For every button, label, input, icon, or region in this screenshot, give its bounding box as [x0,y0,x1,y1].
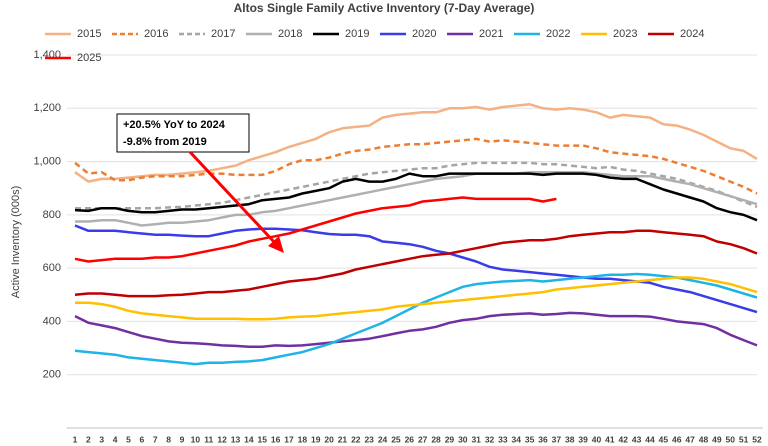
x-tick-label: 8 [166,434,171,444]
x-tick-label: 35 [525,434,535,444]
x-tick-label: 38 [565,434,575,444]
legend-label: 2017 [211,28,235,40]
x-tick-label: 9 [180,434,185,444]
series-line [75,276,758,321]
y-tick-label: 200 [43,369,61,381]
y-axis-label: Active Inventory (000s) [10,186,22,299]
x-tick-label: 22 [351,434,361,444]
x-tick-label: 28 [431,434,441,444]
annotation-text: +20.5% YoY to 2024 [123,119,226,131]
x-tick-label: 5 [126,434,131,444]
x-tick-label: 24 [378,434,388,444]
legend-label: 2021 [479,28,503,40]
x-tick-label: 52 [752,434,762,444]
y-tick-label: 400 [43,315,61,327]
x-tick-label: 48 [699,434,709,444]
x-tick-label: 42 [619,434,629,444]
x-tick-label: 14 [244,434,254,444]
x-tick-label: 33 [498,434,508,444]
annotation-arrow [188,150,278,246]
x-tick-label: 50 [726,434,736,444]
x-tick-label: 44 [645,434,655,444]
legend-label: 2020 [412,28,436,40]
x-tick-label: 2 [86,434,91,444]
x-tick-label: 37 [552,434,562,444]
x-tick-label: 23 [364,434,374,444]
x-tick-label: 20 [324,434,334,444]
series-line [75,170,758,227]
y-tick-label: 800 [43,209,61,221]
x-tick-label: 31 [471,434,481,444]
legend-label: 2018 [278,28,302,40]
x-tick-label: 47 [685,434,695,444]
annotation-text: -9.8% from 2019 [123,136,207,148]
x-tick-label: 43 [632,434,642,444]
y-tick-label: 600 [43,262,61,274]
x-tick-label: 32 [485,434,495,444]
x-tick-label: 1 [73,434,78,444]
x-tick-label: 51 [739,434,749,444]
x-tick-label: 26 [405,434,415,444]
x-tick-label: 6 [139,434,144,444]
series-line [74,103,758,183]
series-line [74,272,758,366]
lines [74,103,758,366]
y-tick-label: 1,000 [33,155,61,167]
legend-label: 2019 [345,28,369,40]
series-line [74,172,758,222]
x-tick-label: 30 [458,434,468,444]
series-line [75,161,758,210]
legend-label: 2016 [144,28,168,40]
legend-label: 2015 [77,28,101,40]
y-tick-label: 1,200 [33,102,61,114]
series-line [74,137,758,195]
x-tick-label: 4 [113,434,118,444]
legend-label: 2022 [546,28,570,40]
x-tick-label: 18 [298,434,308,444]
x-tick-label: 41 [605,434,615,444]
annotation-box [116,113,250,153]
series-line [74,196,557,263]
x-tick-label: 27 [418,434,428,444]
x-tick-label: 17 [284,434,294,444]
x-tick-label: 36 [538,434,548,444]
x-tick-label: 15 [257,434,267,444]
legend: 2015 2016 2017 2018 2019 2020 2021 2022 2023 2024… [45,28,704,64]
x-tick-label: 45 [659,434,669,444]
series-line [74,311,758,348]
x-tick-label: 21 [338,434,348,444]
x-tick-label: 3 [99,434,104,444]
x-tick-label: 46 [672,434,682,444]
x-tick-label: 11 [204,434,213,444]
x-tick-label: 13 [231,434,241,444]
x-tick-label: 40 [592,434,602,444]
legend-label: 2025 [77,52,101,64]
x-tick-label: 25 [391,434,401,444]
series-line [74,224,758,314]
x-tick-label: 7 [153,434,158,444]
x-tick-label: 34 [512,434,522,444]
x-tick-label: 12 [217,434,227,444]
annotation: +20.5% YoY to 2024 -9.8% from 2019 [116,113,284,253]
x-tick-label: 10 [191,434,201,444]
x-tick-label: 16 [271,434,281,444]
legend-label: 2023 [613,28,637,40]
x-tick-label: 39 [578,434,588,444]
chart-title: Altos Single Family Active Inventory (7-… [234,1,535,15]
x-tick-label: 29 [445,434,455,444]
x-tick-label: 19 [311,434,321,444]
legend-label: 2024 [680,28,704,40]
arrow-head [268,236,284,253]
series-line [74,229,758,298]
x-tick-label: 49 [712,434,722,444]
